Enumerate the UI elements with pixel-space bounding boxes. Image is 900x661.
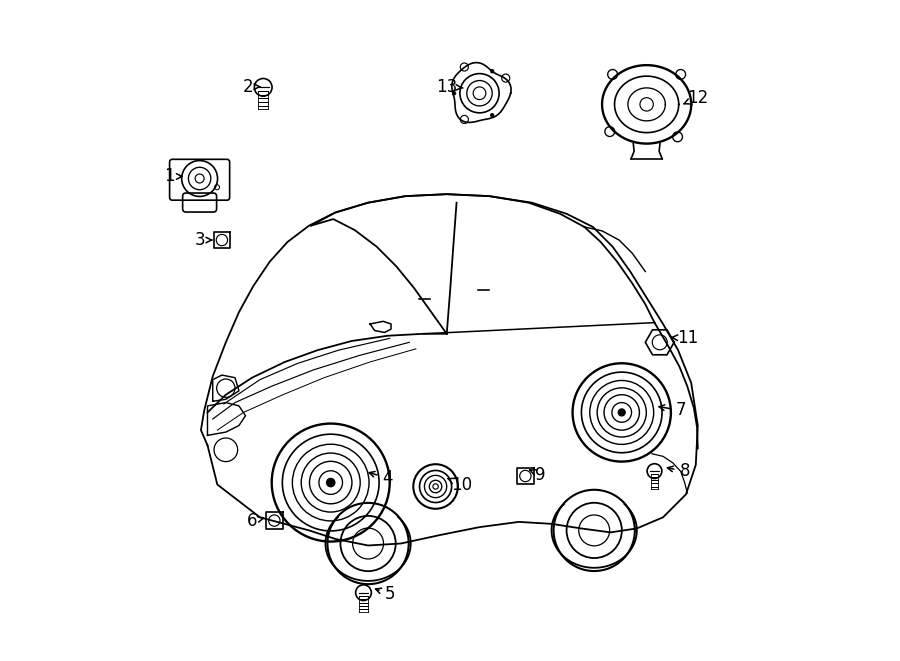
Text: 13: 13 (436, 78, 463, 96)
Text: 4: 4 (369, 469, 393, 487)
Text: 7: 7 (659, 401, 686, 420)
Text: 2: 2 (243, 78, 260, 96)
Text: 8: 8 (668, 463, 690, 481)
Text: 11: 11 (671, 329, 698, 348)
Text: 1: 1 (164, 167, 182, 186)
Text: 3: 3 (194, 231, 212, 249)
Text: 6: 6 (247, 512, 264, 529)
Circle shape (491, 114, 494, 117)
Circle shape (618, 409, 626, 416)
Text: 9: 9 (529, 466, 545, 484)
Circle shape (327, 479, 335, 486)
Text: 10: 10 (448, 475, 472, 494)
Circle shape (453, 91, 455, 95)
Circle shape (491, 69, 494, 73)
Text: 5: 5 (375, 585, 395, 603)
Text: 12: 12 (684, 89, 708, 107)
